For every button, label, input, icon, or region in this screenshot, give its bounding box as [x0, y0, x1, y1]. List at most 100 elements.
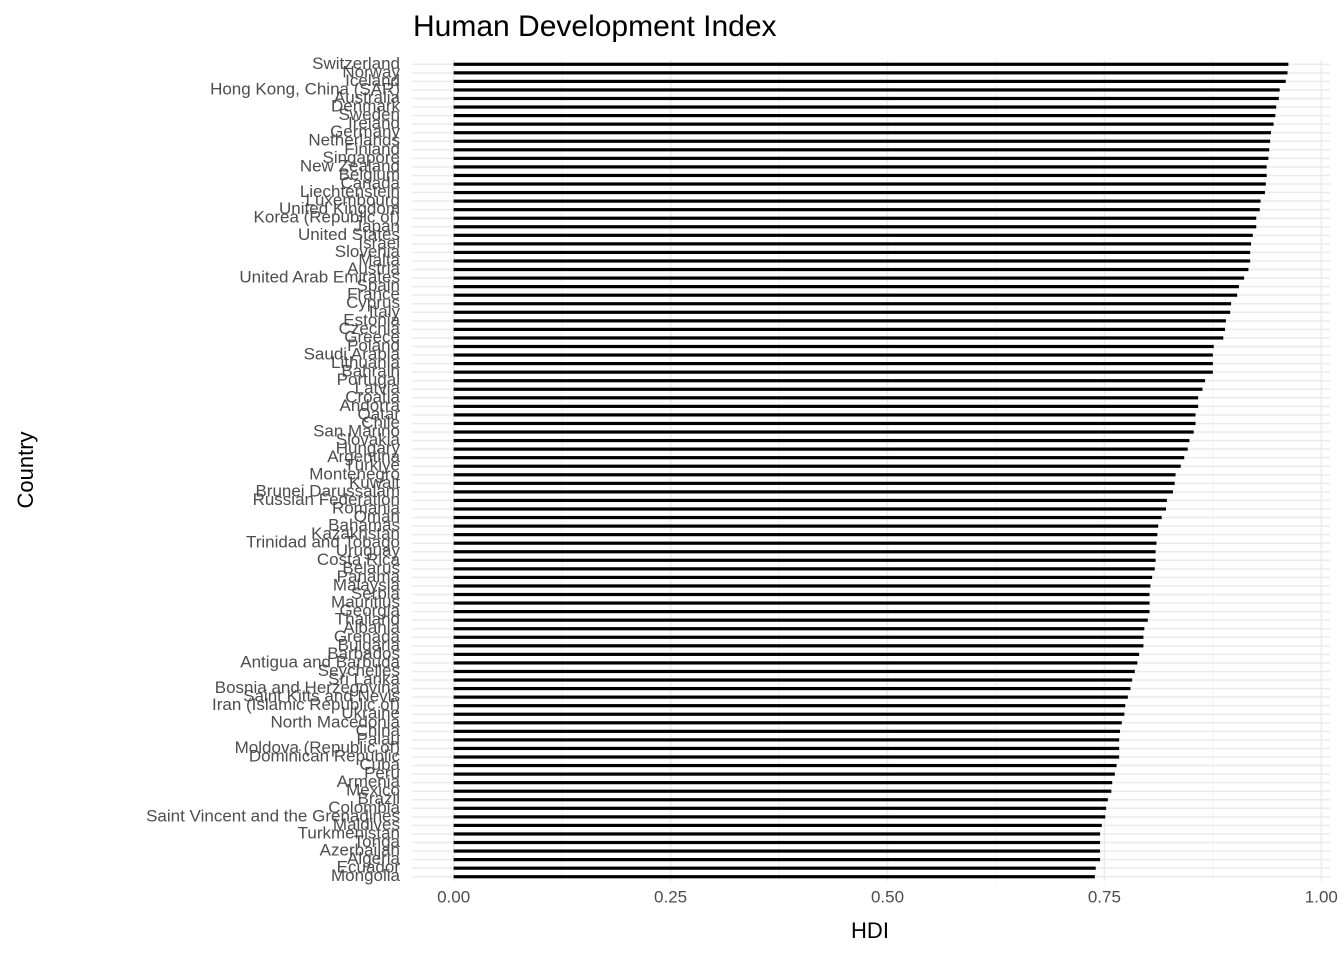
x-tick-label: 0.00: [437, 887, 470, 906]
bar: [453, 652, 1140, 656]
x-axis-label: HDI: [851, 918, 889, 943]
y-tick-label: Montenegro: [309, 464, 400, 483]
y-tick-label: Thailand: [335, 610, 400, 629]
y-tick-label: Brazil: [357, 789, 400, 808]
bar: [453, 361, 1213, 366]
y-tick-label: Kazakhstan: [311, 524, 400, 543]
bar: [453, 327, 1226, 331]
y-tick-label: North Macedonia: [271, 712, 401, 731]
y-tick-label: Kuwait: [349, 473, 400, 492]
y-tick-label: Korea (Republic of): [254, 208, 400, 227]
y-tick-label: Barbados: [327, 644, 400, 663]
y-tick-label: Austria: [347, 259, 400, 278]
y-tick-label: Antigua and Barbuda: [240, 652, 400, 671]
bar: [453, 806, 1107, 810]
y-tick-label: China: [356, 721, 401, 740]
y-tick-label: Netherlands: [308, 131, 400, 150]
y-tick-label: Saudi Arabia: [304, 345, 401, 364]
y-tick-label: Mauritius: [331, 593, 400, 612]
y-axis-label: Country: [13, 431, 38, 508]
bar: [453, 259, 1251, 263]
y-tick-label: Türkiye: [344, 456, 400, 475]
y-tick-label: Chile: [361, 413, 400, 432]
y-tick-label: Moldova (Republic of): [235, 738, 400, 757]
bar: [453, 524, 1159, 528]
y-tick-label: Bahrain: [341, 362, 400, 381]
y-tick-label: Latvia: [355, 379, 401, 398]
bar: [453, 396, 1199, 400]
bar: [453, 165, 1267, 169]
y-tick-label: Malaysia: [333, 575, 401, 594]
bar: [453, 353, 1213, 357]
y-tick-label: Georgia: [340, 601, 401, 620]
bar: [453, 592, 1150, 597]
bar: [453, 182, 1266, 186]
bar: [453, 404, 1199, 408]
bar: [453, 285, 1239, 289]
y-tick-label: Oman: [354, 507, 400, 526]
bar: [453, 336, 1224, 340]
bar: [453, 96, 1279, 101]
y-tick-label: Sweden: [339, 105, 400, 124]
y-tick-label: Peru: [364, 764, 400, 783]
bar: [453, 498, 1167, 503]
bar: [453, 875, 1095, 879]
y-tick-label: Luxembourg: [305, 191, 400, 210]
chart-title: Human Development Index: [413, 10, 777, 43]
y-tick-label: Lithuania: [331, 353, 401, 372]
y-tick-label: Finland: [344, 139, 400, 158]
y-tick-label: Mexico: [346, 781, 400, 800]
y-tick-label: Palau: [357, 729, 400, 748]
y-tick-label: Poland: [347, 336, 400, 355]
bar: [453, 661, 1138, 665]
y-tick-label: Dominican Republic: [249, 746, 401, 765]
y-tick-label: Israel: [358, 233, 400, 252]
bar: [453, 515, 1162, 520]
y-tick-label: Sri Lanka: [328, 670, 400, 689]
y-tick-label: Iceland: [345, 71, 400, 90]
bar: [453, 293, 1238, 297]
y-tick-label: Denmark: [331, 97, 400, 116]
y-tick-label: Greece: [344, 327, 400, 346]
bar: [453, 584, 1151, 588]
y-tick-label: Bosnia and Herzegovina: [215, 678, 401, 697]
bar: [453, 866, 1096, 870]
bar: [453, 601, 1150, 605]
y-tick-label: Grenada: [334, 627, 401, 646]
y-tick-label: Bahamas: [328, 516, 400, 535]
bar: [453, 746, 1120, 751]
bar: [453, 635, 1144, 639]
bar: [453, 447, 1188, 451]
bar: [453, 302, 1232, 306]
y-tick-label: Romania: [332, 498, 401, 517]
y-tick-label: Liechtenstein: [300, 182, 400, 201]
y-tick-label: Brunei Darussalam: [255, 481, 400, 500]
bar: [453, 781, 1113, 785]
bar: [453, 490, 1173, 494]
y-tick-label: Maldives: [333, 815, 400, 834]
bar: [453, 225, 1257, 229]
x-tick-label: 0.25: [654, 887, 687, 906]
y-tick-label: Ireland: [348, 114, 400, 133]
bar: [453, 481, 1175, 485]
y-tick-label: Trinidad and Tobago: [246, 533, 400, 552]
y-tick-label: Azerbaijan: [320, 841, 400, 860]
bar: [453, 319, 1226, 323]
y-tick-label: Saint Vincent and the Grenadines: [146, 806, 400, 825]
bar: [453, 627, 1145, 631]
y-tick-label: Switzerland: [312, 54, 400, 73]
y-tick-label: Iran (Islamic Republic of): [212, 695, 400, 714]
bar: [453, 840, 1101, 845]
y-tick-label: Colombia: [328, 798, 400, 817]
bar: [453, 464, 1181, 468]
bar: [453, 413, 1196, 417]
bar: [453, 250, 1251, 255]
bar: [453, 190, 1265, 195]
bar: [453, 772, 1115, 776]
bar: [453, 267, 1249, 272]
bar: [453, 763, 1117, 768]
x-tick-label: 0.75: [1088, 887, 1121, 906]
y-tick-label: Panama: [337, 567, 401, 586]
y-tick-label: Malta: [358, 250, 400, 269]
